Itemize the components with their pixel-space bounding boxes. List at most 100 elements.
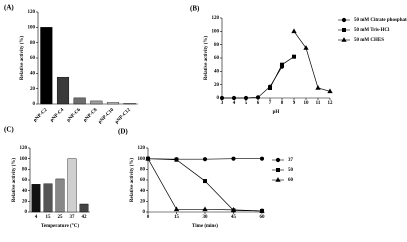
marker — [291, 28, 297, 34]
bar — [67, 158, 77, 213]
marker — [315, 85, 321, 90]
marker — [243, 95, 249, 101]
y-tick-label: 120 — [138, 146, 146, 151]
y-tick-label: 60 — [30, 56, 36, 61]
bar — [31, 184, 41, 213]
bar — [40, 27, 53, 105]
marker — [342, 28, 346, 32]
marker — [292, 54, 296, 59]
x-tick-label: 6 — [257, 101, 260, 106]
marker — [341, 17, 347, 23]
panel-label: (A) — [4, 4, 14, 12]
y-tick-label: 40 — [30, 71, 36, 76]
x-tick-label: 37 — [70, 215, 76, 220]
x-tick-label: 3 — [221, 101, 224, 106]
legend-label: 60 — [288, 178, 294, 183]
y-tick-label: 120 — [212, 16, 220, 21]
y-axis-label: Relative activity (%) — [12, 158, 17, 202]
legend-label: 50 mM Citrate phosphate — [354, 18, 407, 23]
x-tick-label: 4 — [35, 215, 38, 220]
y-tick-label: 0 — [25, 210, 28, 215]
y-tick-label: 20 — [30, 87, 36, 92]
marker — [174, 157, 179, 162]
marker — [173, 206, 180, 212]
series-line — [147, 158, 263, 212]
marker — [202, 157, 208, 162]
x-axis-label: Temperature (°C) — [41, 224, 79, 229]
y-axis-label: Relative activity (%) — [20, 36, 25, 80]
x-tick-label: 42 — [82, 215, 88, 220]
x-tick-label: 30 — [203, 215, 209, 220]
x-tick-label: ρNP-C2 — [33, 107, 49, 123]
bar — [73, 97, 86, 105]
marker — [327, 88, 333, 94]
y-tick-label: 0 — [33, 102, 36, 107]
panel-label: (D) — [118, 128, 128, 136]
y-tick-label: 100 — [20, 157, 28, 162]
marker — [268, 86, 272, 90]
y-tick-label: 80 — [22, 167, 28, 172]
y-tick-label: 80 — [214, 43, 220, 48]
x-tick-label: 60 — [260, 215, 266, 220]
bar — [43, 183, 53, 213]
y-tick-label: 0 — [217, 96, 220, 101]
x-tick-label: ρNP-C6 — [66, 107, 82, 123]
marker — [280, 62, 284, 67]
legend-label: 50 mM Tris-HCl — [354, 28, 390, 33]
x-axis-label: pH — [273, 110, 280, 115]
y-tick-label: 80 — [140, 167, 146, 172]
x-tick-label: 25 — [58, 215, 64, 220]
marker — [203, 179, 207, 184]
bar — [106, 102, 120, 105]
x-tick-label: 4 — [233, 101, 236, 106]
marker — [230, 206, 237, 212]
legend-label: 37 — [288, 158, 294, 163]
x-tick-label: ρNP-C10 — [98, 107, 116, 125]
y-tick-label: 0 — [143, 210, 146, 215]
x-tick-label: 8 — [281, 101, 284, 106]
x-tick-label: 15 — [46, 215, 52, 220]
marker — [145, 155, 151, 161]
legend-label: 50 — [288, 168, 294, 173]
marker — [303, 45, 309, 50]
x-tick-label: 5 — [245, 101, 248, 106]
x-tick-label: 0 — [147, 215, 150, 220]
y-axis-label: Relative activity (%) — [204, 36, 209, 80]
marker — [259, 156, 265, 161]
panel-label: (C) — [4, 126, 14, 134]
y-tick-label: 20 — [140, 199, 146, 204]
y-tick-label: 100 — [28, 25, 36, 30]
y-tick-label: 100 — [212, 29, 220, 34]
marker — [202, 206, 208, 212]
bar — [55, 178, 65, 213]
bar — [123, 103, 136, 105]
marker — [231, 156, 236, 161]
x-tick-label: ρNP-C8 — [83, 107, 99, 123]
marker — [341, 37, 347, 42]
x-tick-label: 10 — [304, 101, 310, 106]
x-tick-label: ρNP-C12 — [114, 107, 132, 125]
y-axis-label: Relative activity (%) — [130, 158, 135, 202]
bar — [56, 76, 70, 105]
x-tick-label: 11 — [316, 101, 321, 106]
panel-label: (B) — [190, 5, 200, 13]
x-tick-label: 12 — [328, 101, 334, 106]
series-line — [293, 31, 331, 92]
y-tick-label: 20 — [22, 199, 28, 204]
x-tick-label: ρNP-C4 — [50, 107, 66, 123]
marker — [231, 95, 237, 101]
bar — [79, 203, 89, 213]
x-tick-label: 45 — [231, 215, 237, 220]
marker — [219, 95, 225, 101]
marker — [275, 177, 281, 182]
y-tick-label: 40 — [140, 189, 146, 194]
y-tick-label: 100 — [138, 157, 146, 162]
y-tick-label: 60 — [22, 178, 28, 183]
x-tick-label: 9 — [293, 101, 296, 106]
y-tick-label: 60 — [214, 56, 220, 61]
y-tick-label: 60 — [140, 178, 146, 183]
x-tick-label: 15 — [174, 215, 180, 220]
y-tick-label: 80 — [30, 41, 36, 46]
y-tick-label: 40 — [22, 189, 28, 194]
